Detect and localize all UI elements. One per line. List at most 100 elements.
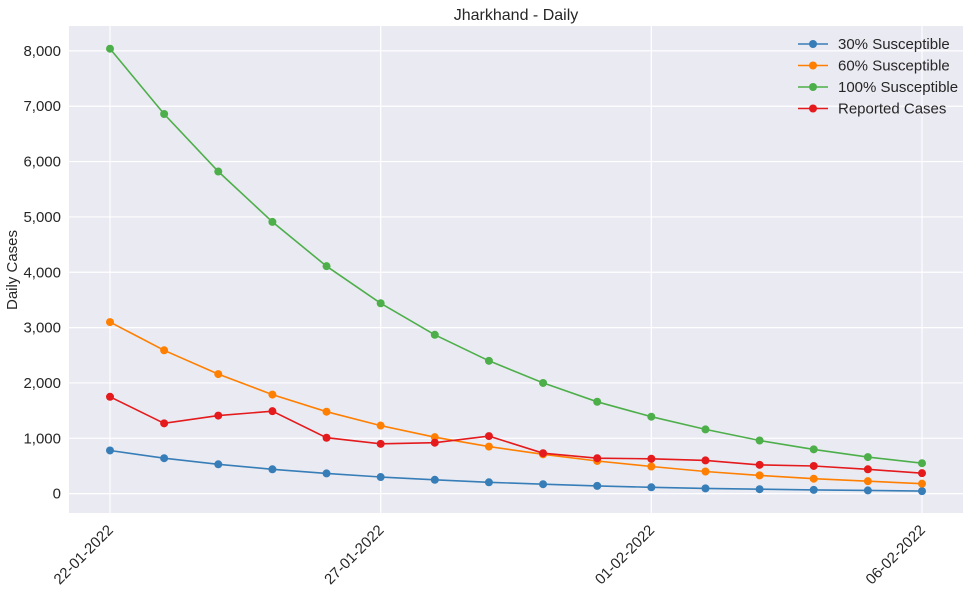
- data-point: [918, 459, 926, 468]
- legend-item: Reported Cases: [798, 101, 946, 118]
- legend-item: 30% Susceptible: [798, 36, 950, 53]
- data-point: [918, 479, 926, 488]
- data-point: [539, 480, 548, 489]
- data-point: [918, 487, 926, 496]
- data-point: [106, 44, 114, 53]
- y-tick-labels: 0 1,000 2,000 3,000 4,000 5,000 6,000 7,000 8,00…: [23, 43, 61, 503]
- data-point: [809, 474, 818, 483]
- legend-marker: [809, 40, 817, 48]
- data-point: [214, 370, 223, 379]
- data-point: [647, 454, 656, 463]
- data-point: [268, 465, 277, 474]
- data-point: [430, 438, 439, 447]
- legend-item: 60% Susceptible: [798, 58, 950, 75]
- data-point: [160, 419, 169, 428]
- data-point: [484, 442, 493, 451]
- y-tick-label: 5,000: [23, 209, 61, 226]
- data-point: [701, 467, 710, 476]
- x-tick-label: 01-02-2022: [592, 522, 658, 588]
- data-point: [376, 421, 385, 430]
- data-point: [160, 109, 169, 118]
- legend: 30% Susceptible 60% Susceptible 100% Susce…: [798, 36, 958, 118]
- legend-label: 60% Susceptible: [838, 58, 950, 75]
- data-point: [160, 346, 169, 355]
- data-point: [539, 378, 548, 387]
- data-point: [809, 461, 818, 470]
- data-point: [430, 433, 439, 442]
- series-line: [109, 449, 923, 492]
- data-point: [268, 390, 277, 399]
- plot-background: [69, 26, 963, 513]
- data-point: [214, 167, 223, 176]
- y-axis-title: Daily Cases: [4, 230, 21, 310]
- y-tick-label: 2,000: [23, 375, 61, 392]
- data-point: [268, 217, 277, 226]
- x-tick-label: 06-02-2022: [863, 522, 929, 588]
- data-point: [755, 471, 764, 480]
- data-point: [701, 456, 710, 465]
- legend-item: 100% Susceptible: [798, 79, 958, 96]
- data-point: [593, 481, 602, 490]
- x-gridlines: [109, 26, 923, 513]
- legend-label: 30% Susceptible: [838, 36, 950, 53]
- data-point: [484, 432, 493, 441]
- data-point: [430, 475, 439, 484]
- data-point: [106, 392, 114, 401]
- data-point: [484, 478, 493, 487]
- data-point: [106, 318, 114, 327]
- data-point: [430, 330, 439, 339]
- series-100-susceptible: [106, 44, 926, 468]
- data-point: [701, 425, 710, 434]
- data-point: [809, 485, 818, 494]
- x-tick-label: 27-01-2022: [321, 522, 387, 588]
- series-line: [109, 321, 923, 485]
- data-point: [701, 484, 710, 493]
- y-tick-label: 0: [53, 486, 61, 503]
- y-gridlines: [69, 50, 963, 495]
- series-line: [109, 396, 923, 474]
- series-30-susceptible: [106, 446, 926, 496]
- x-tick-label: 22-01-2022: [51, 522, 117, 588]
- data-point: [755, 436, 764, 445]
- data-point: [809, 445, 818, 454]
- series-layer: [106, 44, 926, 496]
- legend-marker: [809, 104, 817, 113]
- y-tick-label: 8,000: [23, 43, 61, 60]
- y-tick-label: 3,000: [23, 320, 61, 337]
- series-line: [109, 48, 923, 464]
- data-point: [593, 397, 602, 406]
- data-point: [376, 439, 385, 448]
- y-tick-label: 7,000: [23, 98, 61, 115]
- data-point: [539, 449, 548, 458]
- legend-label: 100% Susceptible: [838, 79, 958, 96]
- data-point: [106, 446, 114, 455]
- data-point: [322, 433, 331, 442]
- series-reported-cases: [106, 392, 926, 478]
- data-point: [647, 462, 656, 471]
- chart-title: Jharkhand - Daily: [454, 7, 579, 24]
- y-tick-label: 6,000: [23, 154, 61, 171]
- data-point: [322, 407, 331, 416]
- data-point: [647, 483, 656, 492]
- data-point: [214, 460, 223, 469]
- data-point: [214, 411, 223, 420]
- data-point: [918, 469, 926, 478]
- data-point: [755, 460, 764, 469]
- data-point: [863, 465, 872, 474]
- legend-marker: [809, 61, 817, 70]
- data-point: [268, 407, 277, 416]
- data-point: [376, 473, 385, 482]
- x-tick-labels: 22-01-2022 27-01-2022 01-02-2022 06-02-2022: [51, 522, 929, 588]
- data-point: [863, 477, 872, 486]
- legend-label: Reported Cases: [838, 101, 946, 118]
- data-point: [160, 454, 169, 463]
- data-point: [593, 454, 602, 463]
- data-point: [755, 485, 764, 494]
- legend-marker: [809, 83, 817, 91]
- data-point: [484, 356, 493, 365]
- data-point: [322, 469, 331, 478]
- y-tick-label: 4,000: [23, 264, 61, 281]
- data-point: [322, 262, 331, 271]
- data-point: [647, 412, 656, 421]
